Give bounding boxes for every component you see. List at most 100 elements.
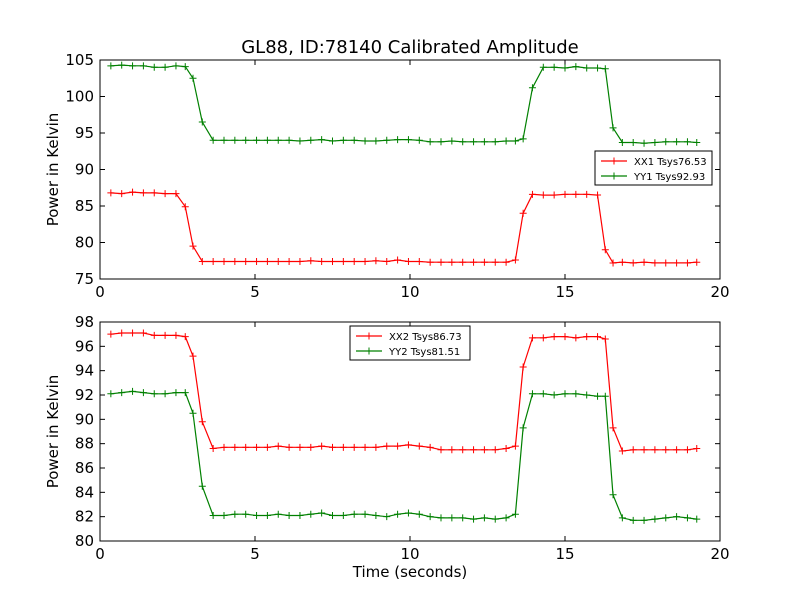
data-point <box>528 334 536 342</box>
data-point <box>519 424 527 432</box>
x-tick-label: 10 <box>400 545 419 563</box>
y-axis-label: Power in Kelvin <box>44 375 62 489</box>
x-axis-label: Time (seconds) <box>352 563 468 581</box>
data-point <box>198 257 206 265</box>
data-point <box>181 389 189 397</box>
data-point <box>372 443 380 451</box>
data-point <box>253 136 261 144</box>
x-tick-label: 5 <box>250 283 260 301</box>
x-tick-label: 10 <box>400 283 419 301</box>
data-point <box>253 257 261 265</box>
data-point <box>470 138 478 146</box>
data-point <box>172 190 180 198</box>
data-point <box>511 137 519 145</box>
y-tick-label: 92 <box>75 386 94 404</box>
data-point <box>263 443 271 451</box>
data-point <box>550 191 558 199</box>
data-point <box>572 190 580 198</box>
data-point <box>350 510 358 518</box>
data-point <box>383 513 391 521</box>
data-point <box>528 390 536 398</box>
data-point <box>640 258 648 266</box>
data-point <box>470 515 478 523</box>
data-point <box>129 329 137 337</box>
data-point <box>296 137 304 145</box>
y-tick-label: 95 <box>75 124 94 142</box>
data-point <box>539 191 547 199</box>
data-point <box>181 333 189 341</box>
data-point <box>129 387 137 395</box>
data-point <box>693 445 701 453</box>
data-point <box>383 257 391 265</box>
data-point <box>673 259 681 267</box>
data-point <box>480 138 488 146</box>
data-point <box>561 64 569 72</box>
data-point <box>231 443 239 451</box>
data-point <box>285 511 293 519</box>
data-point <box>118 329 126 337</box>
x-tick-label: 0 <box>95 545 105 563</box>
y-tick-label: 86 <box>75 459 94 477</box>
data-point <box>583 190 591 198</box>
data-point <box>528 84 536 92</box>
data-point <box>502 258 510 266</box>
data-point <box>339 511 347 519</box>
data-point <box>285 443 293 451</box>
data-point <box>502 514 510 522</box>
data-point <box>404 136 412 144</box>
data-point <box>394 442 402 450</box>
data-point <box>318 257 326 265</box>
data-point <box>601 246 609 254</box>
data-point <box>426 138 434 146</box>
data-point <box>511 442 519 450</box>
data-point <box>107 330 115 338</box>
data-point <box>107 390 115 398</box>
legend-marker <box>610 172 618 180</box>
data-point <box>361 257 369 265</box>
legend: XX2 Tsys86.73 YY2 Tsys81.51 <box>349 325 471 361</box>
data-point <box>209 136 217 144</box>
legend-marker <box>610 157 618 165</box>
data-point <box>594 392 602 400</box>
data-point <box>339 136 347 144</box>
data-point <box>528 190 536 198</box>
y-tick-label: 96 <box>75 337 94 355</box>
data-point <box>181 203 189 211</box>
data-point <box>601 392 609 400</box>
data-point <box>662 446 670 454</box>
y-tick-label: 100 <box>65 88 94 106</box>
data-point <box>318 509 326 517</box>
data-point <box>683 514 691 522</box>
data-point <box>198 482 206 490</box>
data-point <box>129 188 137 196</box>
data-point <box>511 510 519 518</box>
y-tick-label: 80 <box>75 532 94 550</box>
data-point <box>189 242 197 250</box>
data-point <box>640 139 648 147</box>
legend-marker <box>365 347 373 355</box>
data-point <box>601 335 609 343</box>
data-point <box>470 258 478 266</box>
data-point <box>640 446 648 454</box>
data-point <box>263 257 271 265</box>
data-point <box>618 258 626 266</box>
data-point <box>491 515 499 523</box>
data-point <box>662 138 670 146</box>
data-point <box>629 259 637 267</box>
data-point <box>519 135 527 143</box>
data-point <box>231 257 239 265</box>
y-tick-label: 94 <box>75 362 94 380</box>
data-point <box>274 136 282 144</box>
data-point <box>651 515 659 523</box>
data-point <box>274 257 282 265</box>
data-point <box>242 136 250 144</box>
data-point <box>307 136 315 144</box>
data-point <box>150 189 158 197</box>
data-point <box>601 65 609 73</box>
data-point <box>561 333 569 341</box>
data-point <box>242 443 250 451</box>
data-point <box>550 333 558 341</box>
data-point <box>285 136 293 144</box>
data-point <box>594 333 602 341</box>
data-point <box>172 389 180 397</box>
